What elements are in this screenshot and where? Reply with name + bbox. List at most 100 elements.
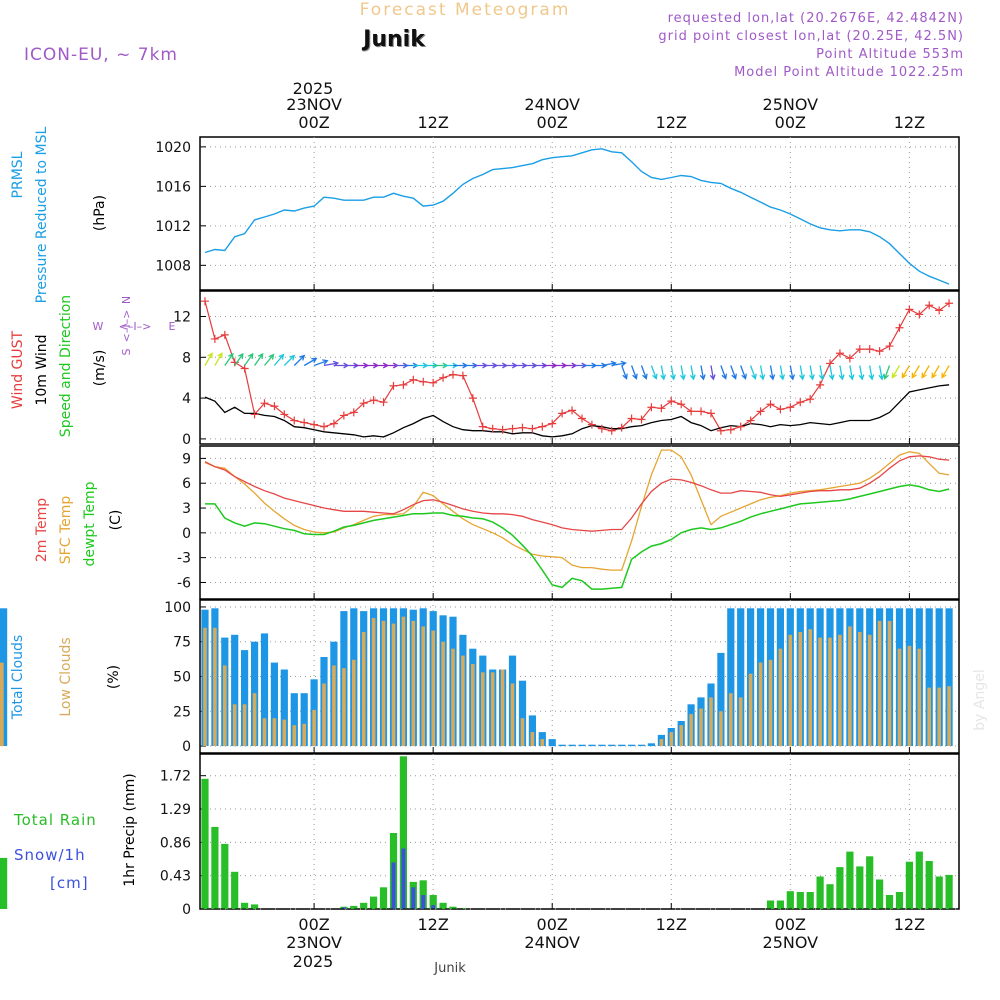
low-cloud-bar bbox=[937, 687, 941, 746]
rain-bar bbox=[786, 891, 794, 909]
low-cloud-bar bbox=[431, 630, 435, 746]
temp-y-ticks: -6 -3 0 3 6 9 bbox=[177, 451, 191, 591]
low-cloud-bar bbox=[451, 648, 455, 747]
low-cloud-bar bbox=[342, 668, 346, 747]
y-tick-label: 25 bbox=[173, 704, 191, 720]
wind-direction-arrow bbox=[204, 352, 213, 366]
compass-e: E bbox=[169, 320, 176, 333]
pressure-panel-frame bbox=[199, 136, 960, 291]
total-cloud-bar bbox=[628, 744, 636, 747]
model-altitude: Model Point Altitude 1022.25m bbox=[734, 65, 964, 80]
low-cloud-bar bbox=[768, 659, 773, 746]
wind-direction-arrow bbox=[273, 353, 285, 366]
wind-direction-arrow bbox=[941, 365, 950, 379]
total-cloud-bar bbox=[558, 744, 566, 747]
low-cloud-bar bbox=[699, 708, 703, 747]
low-cloud-bar bbox=[520, 718, 525, 746]
low-cloud-bar bbox=[352, 659, 356, 746]
rain-bar bbox=[350, 905, 358, 909]
low-cloud-bar bbox=[679, 725, 683, 747]
rain-bar bbox=[419, 880, 427, 909]
rain-bar bbox=[935, 876, 943, 909]
precip-panel: Total Rain Snow/1h [cm] 1hr Precip (mm) … bbox=[0, 753, 960, 918]
wind-direction-arrow bbox=[789, 365, 796, 381]
grid-point: grid point closest lon,lat (20.25E, 42.5… bbox=[658, 29, 964, 44]
gust-marker bbox=[776, 405, 785, 414]
dewpoint-line bbox=[205, 484, 950, 590]
total-cloud-bar bbox=[241, 650, 249, 747]
low-cloud-bar bbox=[401, 616, 406, 747]
low-cloud-bar bbox=[203, 627, 207, 746]
time-label-top-date: 23NOV bbox=[286, 95, 342, 114]
wind-direction-arrow bbox=[749, 365, 757, 380]
gust-marker bbox=[548, 419, 557, 428]
gust-marker bbox=[320, 422, 329, 431]
wind-direction-arrow bbox=[799, 365, 805, 381]
low-cloud-bar bbox=[302, 723, 306, 747]
pressure-line bbox=[204, 148, 950, 285]
total-cloud-bar bbox=[231, 634, 239, 747]
rain-bar bbox=[439, 902, 447, 909]
location-title-shadow: Junik bbox=[362, 28, 427, 53]
rain-bar bbox=[836, 867, 844, 909]
pressure-y-ticks: 1008 1012 1016 1020 bbox=[155, 140, 191, 274]
low-cloud-bar bbox=[361, 632, 366, 747]
gust-marker bbox=[399, 380, 408, 389]
low-cloud-bar bbox=[0, 662, 4, 747]
precip-y-ticks: 0 0.43 0.86 1.29 1.72 bbox=[160, 769, 191, 918]
low-cloud-bar bbox=[481, 672, 485, 746]
low-cloud-bar bbox=[867, 634, 872, 747]
gust-marker bbox=[607, 426, 616, 435]
gust-marker bbox=[716, 426, 725, 435]
time-label-top-hour: 12Z bbox=[417, 113, 448, 132]
pressure-label-1: PRMSL bbox=[10, 151, 26, 198]
total-cloud-bar bbox=[290, 693, 298, 747]
wind-series bbox=[201, 297, 954, 438]
low-cloud-bar bbox=[719, 711, 723, 747]
year-label-bottom: 2025 bbox=[293, 952, 334, 971]
gust-marker bbox=[468, 394, 477, 403]
wind-direction-arrow bbox=[679, 365, 686, 381]
y-tick-label: 1020 bbox=[155, 140, 191, 156]
clouds-unit: (%) bbox=[106, 665, 122, 689]
rain-bar bbox=[945, 874, 953, 909]
wind-unit: (m/s) bbox=[92, 350, 108, 387]
wind-panel: Wind GUST 10m Wind Speed and Direction (… bbox=[10, 291, 960, 448]
y-tick-label: 0.86 bbox=[160, 835, 191, 851]
temp-sfc-label: SFC Temp bbox=[58, 496, 74, 565]
low-cloud-bar bbox=[818, 637, 822, 747]
time-label-bottom-hour: 12Z bbox=[894, 915, 925, 934]
wind-line bbox=[204, 384, 950, 438]
gust-marker bbox=[726, 425, 735, 434]
pressure-series bbox=[204, 148, 950, 285]
temp-2m-label: 2m Temp bbox=[34, 498, 50, 562]
gust-marker bbox=[875, 347, 884, 356]
wind-direction-arrow bbox=[769, 365, 776, 381]
low-cloud-bar bbox=[858, 632, 862, 747]
wind-direction-arrow bbox=[858, 365, 865, 381]
low-cloud-bar bbox=[510, 683, 515, 747]
low-cloud-bar bbox=[282, 719, 287, 746]
temp-2m-line bbox=[204, 455, 950, 532]
product-title: Forecast Meteogram bbox=[360, 0, 571, 20]
low-cloud-bar bbox=[877, 620, 882, 747]
low-cloud-bar bbox=[471, 664, 475, 747]
gust-marker bbox=[359, 399, 368, 408]
gust-marker bbox=[905, 305, 914, 314]
rain-bar bbox=[866, 856, 874, 909]
wind-direction-arrow bbox=[901, 365, 910, 379]
wind-grid bbox=[200, 291, 959, 444]
gust-marker bbox=[210, 334, 219, 343]
rain-bar bbox=[925, 861, 933, 909]
wind-direction-arrow bbox=[828, 365, 835, 381]
time-label-top-hour: 00Z bbox=[775, 113, 806, 132]
gust-marker bbox=[697, 407, 706, 416]
y-tick-label: 1012 bbox=[155, 219, 191, 235]
total-cloud-bar bbox=[647, 743, 655, 747]
temp-panel-frame bbox=[199, 445, 960, 600]
gust-marker bbox=[240, 364, 249, 373]
temp-dew-label: dewpt Temp bbox=[82, 481, 98, 566]
gust-marker bbox=[518, 423, 527, 432]
gust-marker bbox=[667, 397, 676, 406]
